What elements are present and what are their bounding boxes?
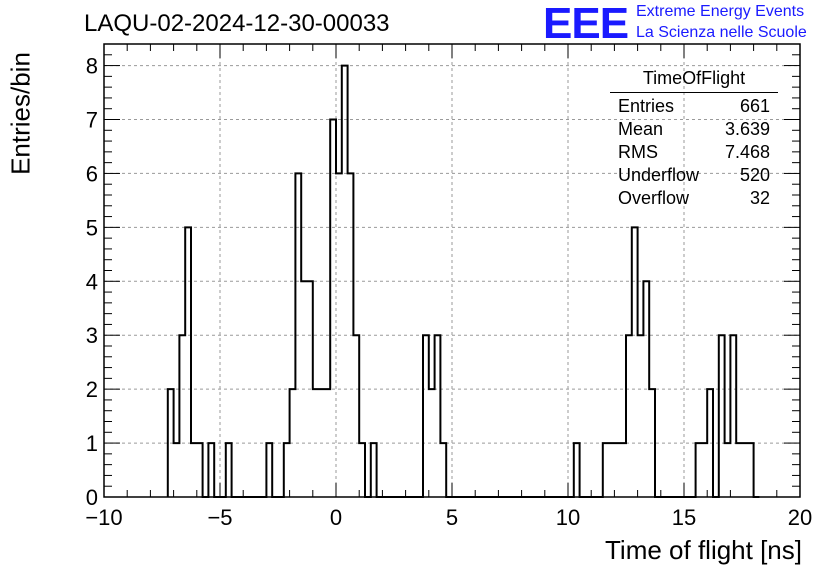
histogram-bin (348, 173, 354, 497)
x-tick-label: 20 (788, 505, 812, 530)
histogram-bin (643, 281, 649, 497)
histogram-bin (174, 443, 180, 497)
stats-label: Mean (618, 119, 664, 139)
stats-label: Overflow (618, 188, 690, 208)
histogram-bin (574, 443, 580, 497)
histogram-bin (226, 443, 232, 497)
stats-row-mean: Mean 3.639 (610, 118, 778, 141)
histogram-bin (701, 443, 707, 497)
y-tick-label: 4 (86, 269, 98, 294)
stats-label: RMS (618, 142, 658, 162)
histogram-bin (313, 389, 319, 497)
histogram-bin (197, 443, 203, 497)
histogram-bin (295, 173, 301, 497)
histogram-bin (748, 443, 754, 497)
histogram-bin (284, 443, 290, 497)
y-tick-label: 6 (86, 161, 98, 186)
stats-row-overflow: Overflow 32 (610, 187, 778, 210)
histogram-bin (429, 389, 435, 497)
histogram-bin (707, 389, 713, 497)
x-tick-label: 10 (556, 505, 580, 530)
y-tick-label: 0 (86, 485, 98, 510)
histogram-bin (185, 227, 191, 497)
histogram-bin (730, 335, 736, 497)
y-tick-label: 7 (86, 108, 98, 133)
histogram-bin (290, 389, 296, 497)
y-tick-label: 1 (86, 431, 98, 456)
x-axis-label: Time of flight [ns] (605, 535, 802, 565)
histogram-bin (632, 227, 638, 497)
histogram-bin (435, 335, 441, 497)
histogram-bin (609, 443, 615, 497)
stats-value: 32 (749, 188, 770, 208)
stats-value: 7.468 (724, 142, 770, 162)
histogram-bin (307, 281, 313, 497)
stats-row-entries: Entries 661 (610, 95, 778, 118)
histogram-bin (168, 389, 174, 497)
stats-label: Entries (618, 96, 675, 116)
y-tick-label: 2 (86, 377, 98, 402)
histogram-bin (649, 389, 655, 497)
histogram-bin (603, 443, 609, 497)
histogram-bin (614, 443, 620, 497)
histogram-bin (719, 335, 725, 497)
histogram-bin (342, 66, 348, 497)
stats-title: TimeOfFlight (610, 68, 778, 93)
stats-value: 661 (739, 96, 770, 116)
histogram-bin (696, 443, 702, 497)
x-tick-label: 15 (672, 505, 696, 530)
histogram-bin (336, 173, 342, 497)
x-tick-label: 0 (330, 505, 342, 530)
histogram-bin (736, 443, 742, 497)
histogram-bin (359, 443, 365, 497)
histogram-bin (301, 281, 307, 497)
y-tick-label: 8 (86, 54, 98, 79)
histogram-bin (638, 335, 644, 497)
stats-value: 520 (739, 165, 770, 185)
chart-title: LAQU-02-2024-12-30-00033 (84, 10, 390, 37)
stats-box: TimeOfFlight Entries 661 Mean 3.639 RMS 7.4… (610, 68, 778, 210)
plot-frame (103, 43, 801, 498)
histogram-bin (208, 443, 214, 497)
histogram-bin (440, 443, 446, 497)
y-tick-label: 5 (86, 215, 98, 240)
histogram-bin (319, 389, 325, 497)
stats-row-rms: RMS 7.468 (610, 141, 778, 164)
eee-logo: EEE (543, 0, 629, 48)
stats-row-underflow: Underflow 520 (610, 164, 778, 187)
histogram-bin (725, 443, 731, 497)
logo-line-1: Extreme Energy Events (636, 3, 805, 20)
histogram-bin (626, 335, 632, 497)
histogram-bin (324, 389, 330, 497)
stats-label: Underflow (618, 165, 700, 185)
histogram-bin (620, 443, 626, 497)
histogram-bin (423, 335, 429, 497)
stats-value: 3.639 (724, 119, 770, 139)
logo-line-2: La Scienza nelle Scuole (636, 24, 807, 41)
histogram-bin (353, 335, 359, 497)
histogram-bin (191, 443, 197, 497)
x-tick-label: −10 (85, 505, 122, 530)
x-tick-label: −5 (207, 505, 232, 530)
y-tick-label: 3 (86, 323, 98, 348)
histogram-bin (266, 443, 272, 497)
histogram-bin (742, 443, 748, 497)
histogram-bin (371, 443, 377, 497)
x-tick-label: 5 (446, 505, 458, 530)
histogram-bin (179, 335, 185, 497)
histogram-bin (330, 120, 336, 498)
